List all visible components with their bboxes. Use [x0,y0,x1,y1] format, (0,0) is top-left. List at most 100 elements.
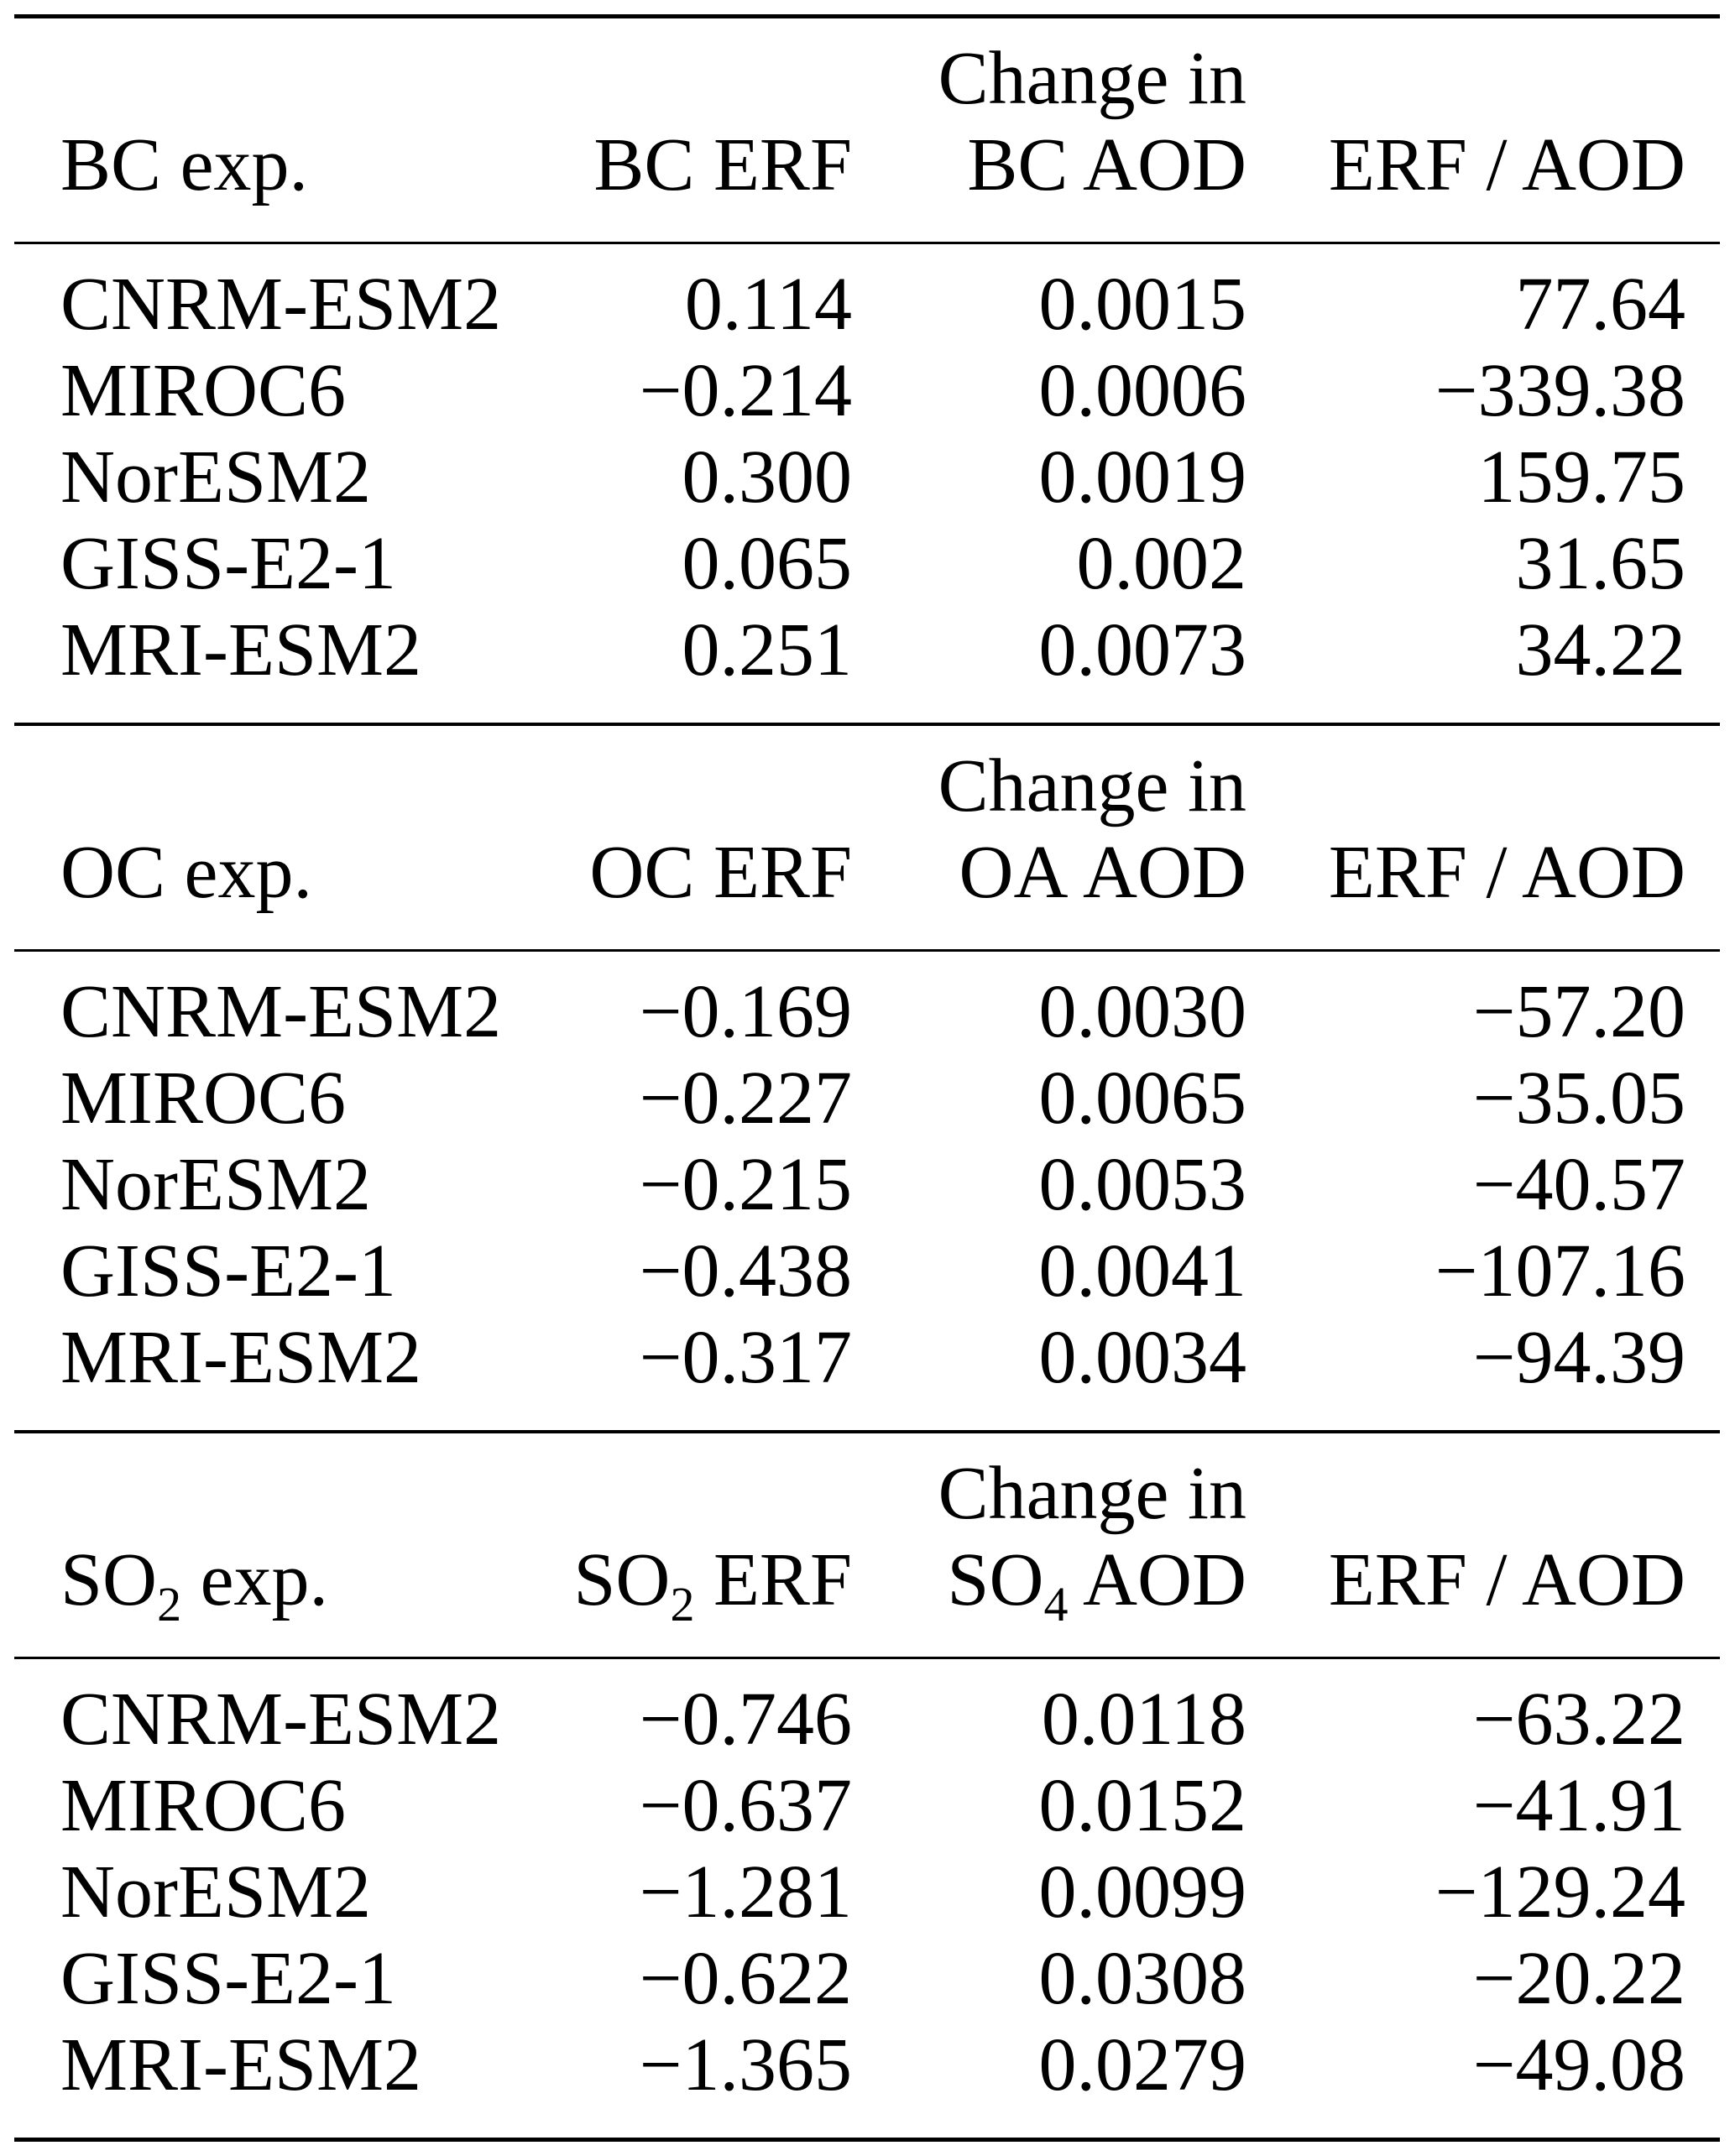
so2-header-row: SO2 exp. SO2 ERF Change in SO4 AOD ERF /… [14,1432,1720,1658]
model-name: GISS-E2-1 [60,522,396,605]
aod-value: 0.0030 [1038,970,1247,1053]
aod-value: 0.0034 [1038,1316,1247,1399]
aod-value: 0.0006 [1038,349,1247,432]
erf-value: −0.746 [639,1678,852,1761]
ratio-value: −94.39 [1472,1316,1685,1399]
column-header-bc-exp: BC exp. [14,17,434,243]
erf-value: 0.065 [682,522,853,605]
header-text: SO [573,1538,671,1621]
header-text: BC [967,123,1069,206]
column-header-so2-erf: SO2 ERF [434,1432,852,1658]
model-name: NorESM2 [60,1851,372,1934]
table-row: NorESM2 −0.215 0.0053 −40.57 [14,1141,1720,1228]
oc-experiments-table: OC exp. OC ERF Change in OA AOD ERF / AO… [14,723,1720,1430]
model-name: MRI-ESM2 [60,608,422,692]
erf-value: −0.214 [639,349,852,432]
header-text: SO [60,1538,158,1621]
aod-value: 0.0279 [1038,2023,1247,2106]
ratio-value: 31.65 [1515,522,1686,605]
column-header-change-in-so4-aod: Change in SO4 AOD [852,1432,1246,1658]
table-row: NorESM2 −1.281 0.0099 −129.24 [14,1849,1720,1935]
table-row: MIROC6 −0.214 0.0006 −339.38 [14,347,1720,434]
erf-value: 0.114 [684,263,852,346]
ratio-value: −339.38 [1435,349,1685,432]
ratio-value: −20.22 [1472,1937,1685,2020]
header-line-aod: OA AOD [852,829,1246,916]
column-header-change-in-bc-aod: Change in BC AOD [852,17,1246,243]
erf-value: −0.227 [639,1057,852,1140]
header-text: ERF [694,831,852,914]
model-name: MIROC6 [60,1764,347,1847]
oc-header-row: OC exp. OC ERF Change in OA AOD ERF / AO… [14,724,1720,951]
model-name: CNRM-ESM2 [60,263,502,346]
aod-value: 0.0073 [1038,608,1247,692]
table-row: GISS-E2-1 0.065 0.002 31.65 [14,520,1720,607]
aod-value: 0.0015 [1038,263,1247,346]
aod-value: 0.0308 [1038,1937,1247,2020]
header-line-aod: BC AOD [852,122,1246,208]
header-text: ERF [694,1538,852,1621]
header-text: BC [60,123,162,206]
model-name: NorESM2 [60,436,372,519]
header-line-change-in: Change in [938,1452,1246,1535]
erf-value: −1.365 [639,2023,852,2106]
header-line-change-in: Change in [938,744,1246,827]
table-row: CNRM-ESM2 −0.746 0.0118 −63.22 [14,1658,1720,1763]
model-name: CNRM-ESM2 [60,970,502,1053]
aod-value: 0.0099 [1038,1851,1247,1934]
table-row: GISS-E2-1 −0.622 0.0308 −20.22 [14,1935,1720,2022]
erf-value: 0.251 [682,608,853,692]
column-header-change-in-oa-aod: Change in OA AOD [852,724,1246,951]
table-row: MRI-ESM2 −1.365 0.0279 −49.08 [14,2022,1720,2140]
table-row: MRI-ESM2 −0.317 0.0034 −94.39 [14,1314,1720,1430]
header-subscript: 2 [157,1577,182,1631]
model-name: CNRM-ESM2 [60,1678,502,1761]
column-header-so2-exp: SO2 exp. [14,1432,434,1658]
header-line-aod: SO4 AOD [852,1537,1246,1629]
model-name: MRI-ESM2 [60,1316,422,1399]
header-text: OC [60,831,166,914]
column-header-erf-aod-ratio: ERF / AOD [1328,1538,1685,1621]
header-text: BC [593,123,695,206]
header-text: ERF [694,123,852,206]
header-text: SO [947,1538,1044,1621]
erf-value: −0.438 [639,1229,852,1313]
header-text: AOD [1068,1538,1246,1621]
ratio-value: 34.22 [1515,608,1686,692]
aod-value: 0.0065 [1038,1057,1247,1140]
bc-header-row: BC exp. BC ERF Change in BC AOD ERF / AO… [14,17,1720,243]
ratio-value: −41.91 [1472,1764,1685,1847]
aod-value: 0.002 [1076,522,1247,605]
header-text: exp. [181,1538,329,1621]
model-name: NorESM2 [60,1143,372,1226]
header-subscript: 4 [1043,1577,1069,1631]
header-text: exp. [161,123,309,206]
header-text: exp. [165,831,312,914]
table-row: MIROC6 −0.637 0.0152 −41.91 [14,1762,1720,1849]
column-header-erf-aod-ratio: ERF / AOD [1328,123,1685,206]
header-text: OC [589,831,695,914]
header-subscript: 2 [670,1577,695,1631]
ratio-value: −63.22 [1472,1678,1685,1761]
ratio-value: 77.64 [1515,263,1686,346]
column-header-bc-erf: BC ERF [434,17,852,243]
ratio-value: −107.16 [1435,1229,1685,1313]
aod-value: 0.0118 [1041,1678,1246,1761]
aod-value: 0.0053 [1038,1143,1247,1226]
aod-value: 0.0019 [1038,436,1247,519]
ratio-value: −35.05 [1472,1057,1685,1140]
ratio-value: 159.75 [1477,436,1686,519]
model-name: MIROC6 [60,1057,347,1140]
table-row: NorESM2 0.300 0.0019 159.75 [14,434,1720,520]
erf-value: −0.169 [639,970,852,1053]
header-line-change-in: Change in [938,37,1246,120]
column-header-erf-aod-ratio: ERF / AOD [1328,831,1685,914]
aod-value: 0.0041 [1038,1229,1247,1313]
model-name: MIROC6 [60,349,347,432]
model-name: GISS-E2-1 [60,1229,396,1313]
erf-value: −1.281 [639,1851,852,1934]
table-row: CNRM-ESM2 −0.169 0.0030 −57.20 [14,951,1720,1056]
table-row: MIROC6 −0.227 0.0065 −35.05 [14,1055,1720,1141]
erf-value: −0.637 [639,1764,852,1847]
